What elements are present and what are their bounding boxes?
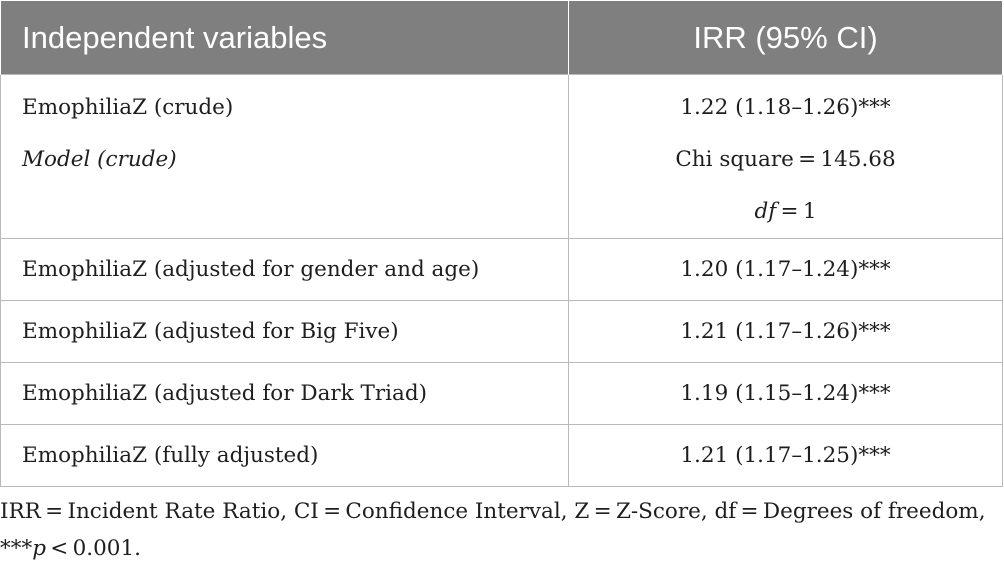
- header-irr-ci: IRR (95% CI): [568, 0, 1003, 75]
- crude-label-cell: EmophiliaZ (crude) Model (crude): [0, 74, 569, 239]
- row-label: EmophiliaZ (adjusted for Big Five): [22, 319, 399, 344]
- row-value-cell: 1.19 (1.15–1.24)***: [568, 362, 1003, 425]
- row-value-cell: 1.21 (1.17–1.26)***: [568, 300, 1003, 363]
- row-label-cell: EmophiliaZ (adjusted for gender and age): [0, 238, 569, 301]
- crude-row-value: 1.22 (1.18–1.26)***: [680, 95, 891, 120]
- row-label-cell: EmophiliaZ (adjusted for Big Five): [0, 300, 569, 363]
- row-label-cell: EmophiliaZ (adjusted for Dark Triad): [0, 362, 569, 425]
- table-row: EmophiliaZ (adjusted for Big Five) 1.21 …: [0, 300, 1003, 363]
- table-footnote: IRR = Incident Rate Ratio, CI = Confiden…: [0, 493, 1004, 567]
- footnote-p-threshold: < 0.001.: [46, 536, 142, 561]
- irr-results-table: Independent variables IRR (95% CI) Emoph…: [0, 0, 1003, 487]
- footnote-abbreviations: IRR = Incident Rate Ratio, CI = Confiden…: [0, 499, 986, 524]
- row-value-cell: 1.21 (1.17–1.25)***: [568, 424, 1003, 487]
- row-label-cell: EmophiliaZ (fully adjusted): [0, 424, 569, 487]
- table-row-crude: EmophiliaZ (crude) Model (crude) 1.22 (1…: [0, 74, 1003, 239]
- row-value: 1.21 (1.17–1.26)***: [680, 319, 891, 344]
- df-label: df: [754, 199, 777, 224]
- row-label: EmophiliaZ (adjusted for Dark Triad): [22, 381, 428, 406]
- table-row: EmophiliaZ (fully adjusted) 1.21 (1.17–1…: [0, 424, 1003, 487]
- row-label: EmophiliaZ (fully adjusted): [22, 443, 319, 468]
- chi-square-value: Chi square = 145.68: [675, 147, 896, 172]
- model-crude-label: Model (crude): [22, 147, 177, 172]
- footnote-significance: ***p < 0.001.: [0, 530, 1004, 567]
- table-body: EmophiliaZ (crude) Model (crude) 1.22 (1…: [0, 74, 1003, 487]
- header-row: Independent variables IRR (95% CI): [0, 0, 1003, 75]
- row-value: 1.19 (1.15–1.24)***: [680, 381, 891, 406]
- row-value: 1.21 (1.17–1.25)***: [680, 443, 891, 468]
- header-independent-variables: Independent variables: [0, 0, 569, 75]
- row-value: 1.20 (1.17–1.24)***: [680, 257, 891, 282]
- results-table-container: Independent variables IRR (95% CI) Emoph…: [0, 0, 1003, 487]
- footnote-asterisks: ***: [0, 536, 33, 561]
- footnote-p-symbol: p: [32, 536, 47, 561]
- crude-row-label: EmophiliaZ (crude): [22, 95, 234, 120]
- crude-value-cell: 1.22 (1.18–1.26)*** Chi square = 145.68 …: [568, 74, 1003, 239]
- row-value-cell: 1.20 (1.17–1.24)***: [568, 238, 1003, 301]
- table-header: Independent variables IRR (95% CI): [0, 0, 1003, 75]
- df-value: df = 1: [569, 186, 1002, 238]
- table-row: EmophiliaZ (adjusted for gender and age)…: [0, 238, 1003, 301]
- row-label: EmophiliaZ (adjusted for gender and age): [22, 257, 480, 282]
- table-row: EmophiliaZ (adjusted for Dark Triad) 1.1…: [0, 362, 1003, 425]
- df-number: = 1: [776, 199, 817, 224]
